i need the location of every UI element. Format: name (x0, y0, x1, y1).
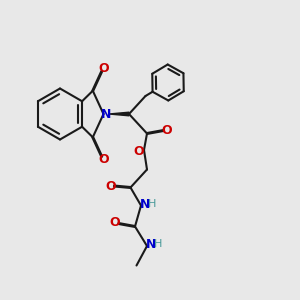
Text: H: H (148, 199, 157, 209)
Text: O: O (105, 179, 116, 193)
Polygon shape (109, 112, 129, 116)
Text: O: O (98, 62, 109, 75)
Text: O: O (162, 124, 172, 137)
Text: O: O (98, 153, 109, 166)
Text: H: H (154, 239, 163, 249)
Text: N: N (140, 198, 150, 211)
Text: N: N (101, 107, 111, 121)
Text: N: N (146, 238, 156, 251)
Text: O: O (133, 145, 144, 158)
Text: O: O (110, 216, 120, 230)
